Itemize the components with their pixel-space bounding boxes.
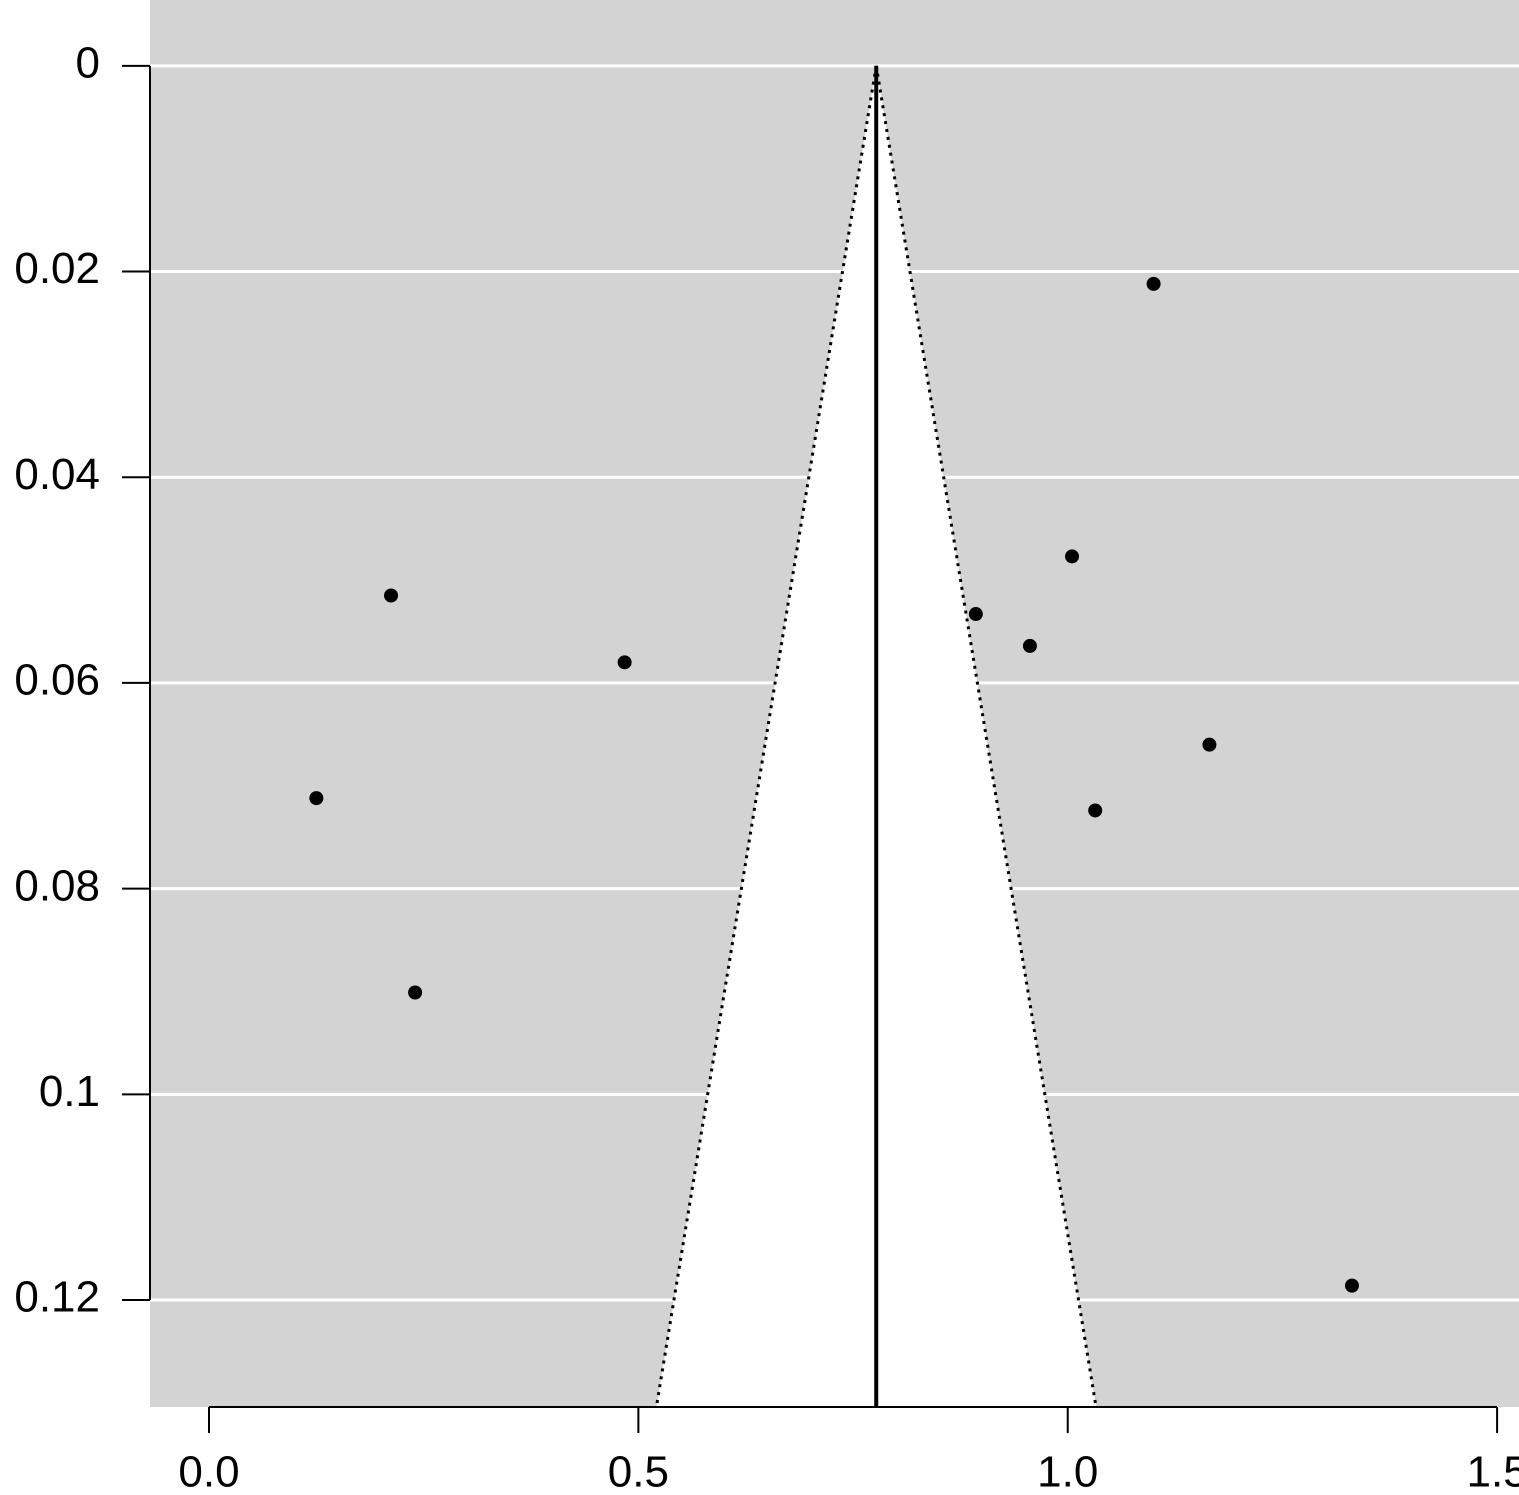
point bbox=[1022, 638, 1037, 653]
point bbox=[968, 607, 983, 622]
y-tick-label: 0.08 bbox=[14, 861, 100, 910]
x-tick-label: 1.5 bbox=[1467, 1448, 1519, 1495]
y-tick-label: 0.1 bbox=[39, 1067, 100, 1116]
point bbox=[384, 588, 399, 603]
point bbox=[1146, 276, 1161, 291]
y-tick-label: 0.04 bbox=[14, 450, 100, 499]
y-tick-label: 0.06 bbox=[14, 656, 100, 705]
point bbox=[1202, 737, 1217, 752]
point bbox=[408, 985, 423, 1000]
x-tick-label: 1.0 bbox=[1037, 1448, 1098, 1495]
point bbox=[1088, 803, 1103, 818]
point bbox=[1344, 1278, 1359, 1293]
funnel-line bbox=[874, 65, 1098, 1408]
y-tick-label: 0.12 bbox=[14, 1273, 100, 1322]
x-tick-label: 0.5 bbox=[608, 1448, 669, 1495]
point bbox=[1065, 549, 1080, 564]
point bbox=[309, 791, 324, 806]
y-tick-label: 0.02 bbox=[14, 244, 100, 293]
point bbox=[617, 655, 632, 670]
funnel-line bbox=[654, 65, 878, 1408]
y-tick-label: 0 bbox=[76, 38, 100, 87]
x-tick-label: 0.0 bbox=[178, 1448, 239, 1495]
